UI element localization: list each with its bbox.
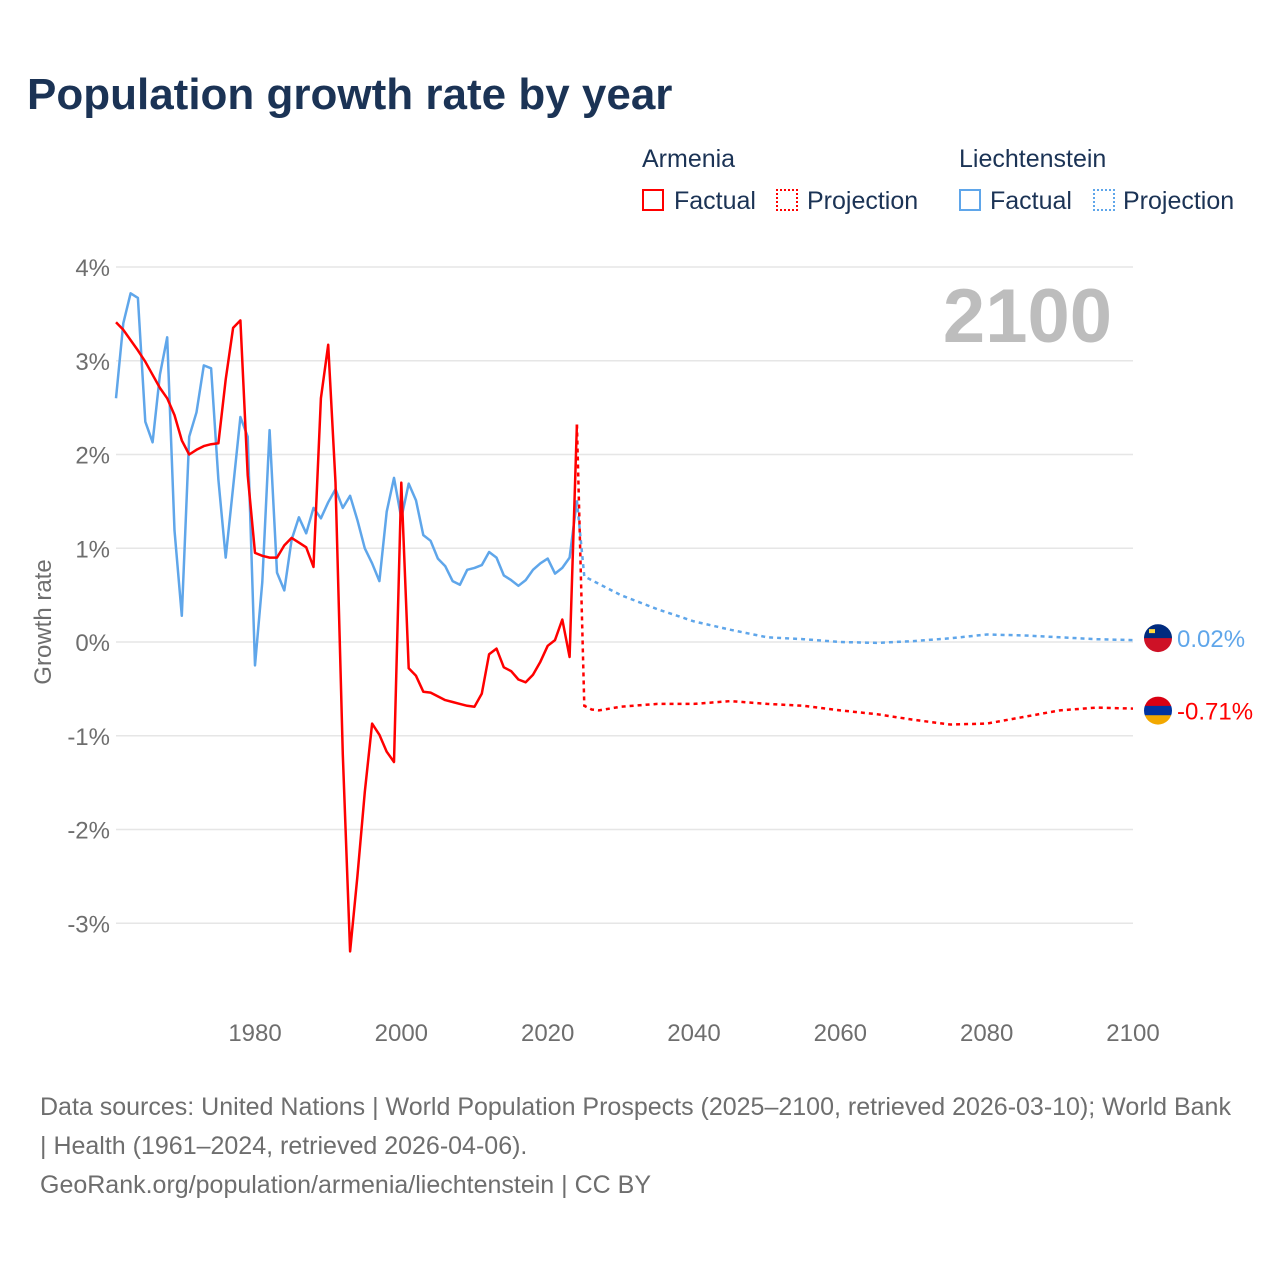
series-liechtenstein-factual-line: [114, 292, 579, 667]
y-axis-label: Growth rate: [30, 559, 57, 684]
y-tick-label: 4%: [75, 255, 110, 282]
series-armenia-factual-line: [115, 319, 579, 953]
legend-swatch-liechtenstein-factual: [959, 189, 981, 211]
x-tick-label: 2080: [960, 1020, 1013, 1047]
footer-attribution[interactable]: GeoRank.org/population/armenia/liechtens…: [40, 1171, 651, 1199]
y-tick-label: 3%: [75, 349, 110, 376]
x-tick-label: 2100: [1106, 1020, 1159, 1047]
legend-swatch-armenia-projection: [776, 189, 798, 211]
legend-label-liechtenstein-projection[interactable]: Projection: [1123, 187, 1235, 215]
x-tick-label: 2040: [667, 1020, 720, 1047]
legend-group-armenia: Armenia: [642, 145, 736, 173]
chart-title: Population growth rate by year: [27, 70, 673, 119]
year-label: 2100: [943, 274, 1112, 359]
x-tick-label: 2060: [814, 1020, 867, 1047]
x-tick-label: 1980: [228, 1020, 281, 1047]
armenia-flag-icon: [1144, 696, 1172, 725]
legend-group-liechtenstein: Liechtenstein: [959, 145, 1107, 173]
y-tick-label: -2%: [67, 818, 110, 845]
legend-label-liechtenstein-factual[interactable]: Factual: [990, 187, 1072, 215]
y-tick-label: 1%: [75, 536, 110, 563]
footer: Data sources: United Nations | World Pop…: [40, 1088, 1240, 1205]
legend-swatch-armenia-factual: [642, 189, 664, 211]
legend-swatch-liechtenstein-projection: [1093, 189, 1115, 211]
y-tick-label: 2%: [75, 443, 110, 470]
legend-label-armenia-factual[interactable]: Factual: [674, 187, 756, 215]
series-liechtenstein-projection-line: [575, 500, 1134, 645]
y-tick-label: -1%: [67, 724, 110, 751]
liechtenstein-flag-icon: [1144, 624, 1172, 653]
series-armenia-projection-line: [575, 424, 1134, 726]
x-tick-label: 2020: [521, 1020, 574, 1047]
armenia-end-label: -0.71%: [1177, 699, 1253, 726]
legend-label-armenia-projection[interactable]: Projection: [807, 187, 919, 215]
liechtenstein-end-label: 0.02%: [1177, 626, 1245, 653]
x-tick-label: 2000: [375, 1020, 428, 1047]
y-tick-label: 0%: [75, 630, 110, 657]
y-tick-label: -3%: [67, 911, 110, 938]
footer-sources: Data sources: United Nations | World Pop…: [40, 1093, 1231, 1160]
